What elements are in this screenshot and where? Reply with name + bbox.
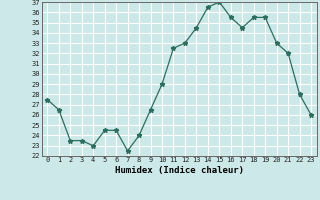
X-axis label: Humidex (Indice chaleur): Humidex (Indice chaleur) bbox=[115, 166, 244, 175]
